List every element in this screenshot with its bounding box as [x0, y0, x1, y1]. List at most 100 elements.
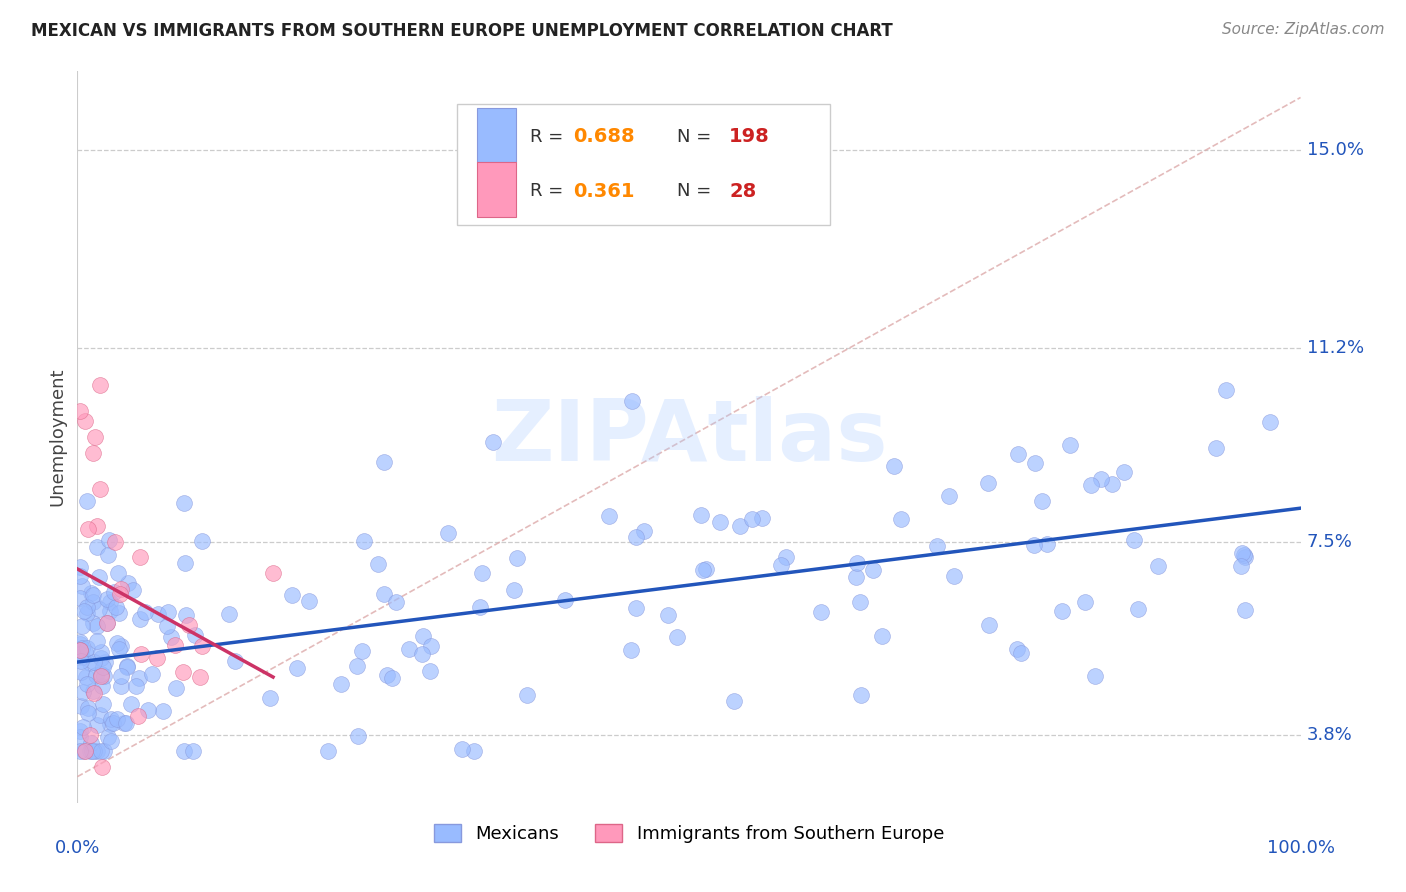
Point — [70, 619, 93, 633]
Point — [1215, 384, 1237, 398]
Point — [82, 684, 104, 698]
Point — [506, 551, 529, 566]
Point — [73, 743, 96, 757]
Point — [1007, 446, 1029, 460]
Point — [943, 569, 966, 583]
Point — [90, 645, 112, 659]
Point — [69, 568, 91, 582]
Point — [72, 650, 94, 665]
Point — [83, 430, 105, 444]
Point — [115, 715, 138, 730]
Point — [110, 679, 132, 693]
Point — [741, 512, 763, 526]
Text: ZIPAtlas: ZIPAtlas — [491, 395, 887, 479]
FancyBboxPatch shape — [457, 104, 830, 225]
Point — [1101, 477, 1123, 491]
Point — [91, 759, 114, 773]
Point — [97, 730, 120, 744]
Point — [287, 661, 309, 675]
Point — [86, 540, 108, 554]
Text: 11.2%: 11.2% — [1306, 339, 1364, 358]
Point — [91, 659, 114, 673]
Point — [82, 446, 104, 460]
Point — [751, 511, 773, 525]
Point — [626, 530, 648, 544]
Point — [73, 743, 96, 757]
Point — [110, 669, 132, 683]
Point — [775, 549, 797, 564]
Point — [93, 669, 115, 683]
Point — [83, 655, 105, 669]
Point — [77, 701, 100, 715]
Point — [620, 643, 643, 657]
Point — [108, 607, 131, 621]
Point — [76, 640, 98, 655]
Point — [849, 595, 872, 609]
Point — [938, 489, 960, 503]
Point — [218, 607, 240, 621]
Point — [75, 670, 97, 684]
Point — [598, 509, 620, 524]
Point — [845, 556, 868, 570]
Point — [69, 560, 91, 574]
Text: MEXICAN VS IMMIGRANTS FROM SOUTHERN EUROPE UNEMPLOYMENT CORRELATION CHART: MEXICAN VS IMMIGRANTS FROM SOUTHERN EURO… — [31, 22, 893, 40]
Point — [468, 599, 491, 614]
Point — [690, 508, 713, 522]
Point — [883, 458, 905, 473]
Point — [181, 743, 204, 757]
Text: 28: 28 — [730, 182, 756, 201]
Point — [98, 604, 121, 618]
Point — [330, 677, 353, 691]
Point — [129, 647, 152, 661]
Text: N =: N = — [676, 128, 711, 146]
Point — [80, 735, 103, 749]
Point — [346, 659, 368, 673]
Point — [124, 679, 146, 693]
Point — [134, 606, 156, 620]
Point — [96, 616, 118, 631]
Point — [69, 698, 91, 713]
Point — [1080, 478, 1102, 492]
Point — [381, 671, 404, 685]
Point — [112, 716, 135, 731]
Point — [148, 607, 170, 621]
Point — [1059, 438, 1081, 452]
Point — [110, 582, 132, 596]
Point — [1147, 559, 1170, 574]
Point — [554, 592, 576, 607]
Point — [398, 641, 420, 656]
Point — [90, 651, 112, 665]
Point — [105, 599, 128, 614]
Point — [692, 562, 714, 576]
Point — [1234, 603, 1257, 617]
Point — [136, 703, 159, 717]
Bar — [477, 162, 516, 217]
Point — [870, 628, 893, 642]
Point — [174, 607, 197, 622]
Point — [86, 619, 108, 633]
Point — [177, 618, 200, 632]
Point — [173, 743, 195, 757]
Point — [157, 605, 180, 619]
Point — [83, 686, 105, 700]
Point — [502, 583, 524, 598]
Point — [128, 671, 150, 685]
Legend: Mexicans, Immigrants from Southern Europe: Mexicans, Immigrants from Southern Europ… — [425, 815, 953, 852]
Text: 100.0%: 100.0% — [1267, 839, 1334, 857]
Point — [87, 570, 110, 584]
Point — [770, 558, 793, 572]
Point — [96, 592, 118, 607]
Point — [709, 515, 731, 529]
Point — [481, 435, 503, 450]
Point — [70, 665, 93, 680]
Point — [281, 588, 304, 602]
Point — [1230, 558, 1253, 573]
Point — [69, 643, 91, 657]
Point — [104, 534, 127, 549]
Point — [91, 679, 114, 693]
Text: 0.688: 0.688 — [572, 128, 634, 146]
Point — [122, 583, 145, 598]
Point — [77, 706, 100, 720]
Point — [89, 602, 111, 616]
Point — [69, 731, 91, 745]
